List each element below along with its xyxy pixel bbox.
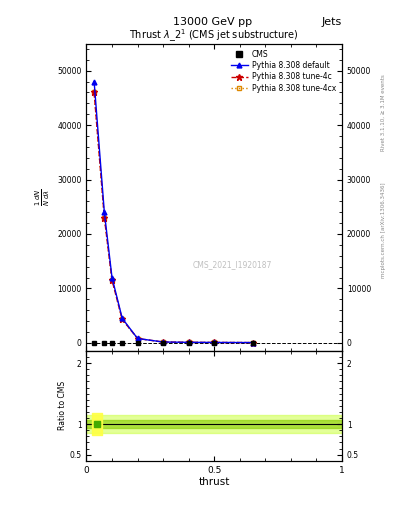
Y-axis label: $\frac{1}{N}\frac{dN}{d\lambda}$: $\frac{1}{N}\frac{dN}{d\lambda}$ xyxy=(33,188,51,206)
Text: Rivet 3.1.10, ≥ 3.1M events: Rivet 3.1.10, ≥ 3.1M events xyxy=(381,74,386,151)
Title: Thrust $\lambda\_2^1$ (CMS jet substructure): Thrust $\lambda\_2^1$ (CMS jet substruct… xyxy=(129,27,299,44)
Text: mcplots.cern.ch [arXiv:1306.3436]: mcplots.cern.ch [arXiv:1306.3436] xyxy=(381,183,386,278)
Y-axis label: Ratio to CMS: Ratio to CMS xyxy=(58,381,67,431)
Legend: CMS, Pythia 8.308 default, Pythia 8.308 tune-4c, Pythia 8.308 tune-4cx: CMS, Pythia 8.308 default, Pythia 8.308 … xyxy=(229,47,338,95)
Text: Jets: Jets xyxy=(321,16,342,27)
Text: 13000 GeV pp: 13000 GeV pp xyxy=(173,16,252,27)
Bar xyxy=(86,415,342,433)
X-axis label: thrust: thrust xyxy=(198,477,230,487)
Bar xyxy=(86,420,342,429)
Text: CMS_2021_I1920187: CMS_2021_I1920187 xyxy=(193,261,272,269)
